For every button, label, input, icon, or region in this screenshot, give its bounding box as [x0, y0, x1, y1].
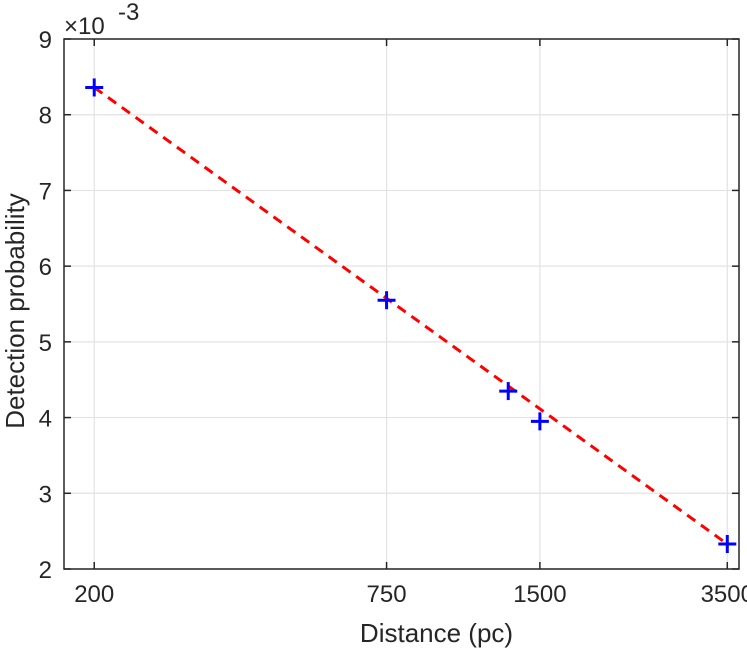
y-axis-multiplier: ×10 -3 [64, 0, 139, 40]
fit-line-segment [93, 86, 729, 546]
y-multiplier-base: ×10 [64, 13, 105, 40]
data-point [499, 382, 518, 401]
x-tick-label: 750 [367, 581, 407, 608]
y-tick-label: 5 [39, 330, 52, 357]
y-tick-label: 8 [39, 103, 52, 130]
data-point [530, 412, 549, 431]
x-tick-label: 1500 [513, 581, 566, 608]
axes-box [63, 38, 740, 570]
y-multiplier-exponent: -3 [118, 0, 139, 26]
y-axis-title: Detection probability [0, 193, 30, 429]
x-axis-title: Distance (pc) [360, 618, 513, 648]
y-tick-label: 2 [39, 557, 52, 584]
y-tick-label: 4 [39, 406, 52, 433]
plot-area [85, 78, 737, 554]
x-tick-label: 3500 [701, 581, 747, 608]
y-tick-label: 9 [39, 27, 52, 54]
grid [64, 38, 739, 570]
y-tick-label: 3 [39, 481, 52, 508]
ticks [64, 38, 739, 570]
data-point [718, 535, 737, 554]
x-tick-label: 200 [74, 581, 114, 608]
y-tick-label: 7 [39, 178, 52, 205]
y-tick-label: 6 [39, 254, 52, 281]
tick-labels: 2 3 4 5 6 7 8 9 200 750 1500 3500 [39, 27, 747, 608]
data-point [377, 291, 396, 310]
data-point [85, 78, 104, 97]
